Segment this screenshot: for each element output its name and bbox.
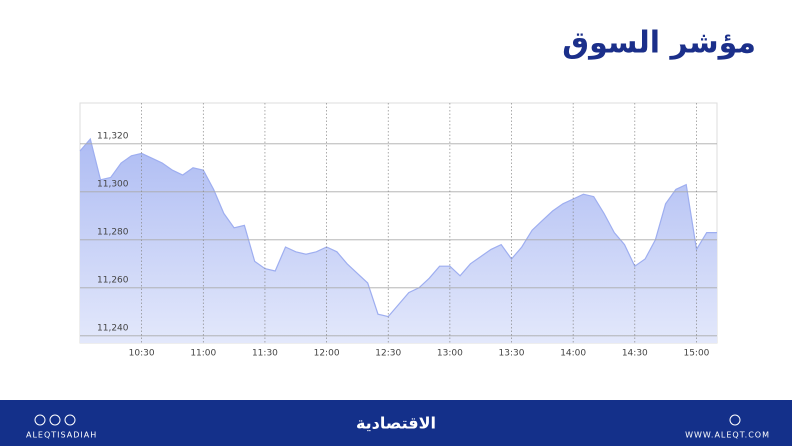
x-tick-label: 14:00 (560, 349, 586, 359)
y-tick-label: 11,320 (97, 131, 129, 141)
x-tick-label: 10:30 (129, 349, 155, 359)
footer-brand: الاقتصادية (356, 414, 436, 433)
x-tick-label: 14:30 (622, 349, 648, 359)
x-tick-label: 12:00 (314, 349, 340, 359)
y-tick-label: 11,260 (97, 275, 129, 285)
y-tick-label: 11,300 (97, 179, 129, 189)
footer-handle: ALEQTISADIAH (26, 431, 97, 440)
x-tick-label: 13:30 (499, 349, 525, 359)
y-tick-label: 11,240 (97, 323, 129, 333)
x-tick-label: 11:00 (190, 349, 216, 359)
chart-title: مؤشر السوق (562, 26, 756, 61)
x-tick-label: 11:30 (252, 349, 278, 359)
footer-website: WWW.ALEQT.COM (685, 431, 770, 440)
footer-bar (0, 400, 792, 446)
area-line (79, 137, 717, 318)
x-tick-label: 15:00 (683, 349, 709, 359)
y-tick-label: 11,280 (97, 227, 129, 237)
area-fill (80, 139, 717, 343)
x-tick-label: 13:00 (437, 349, 463, 359)
x-tick-label: 12:30 (375, 349, 401, 359)
social-icons (34, 414, 741, 426)
